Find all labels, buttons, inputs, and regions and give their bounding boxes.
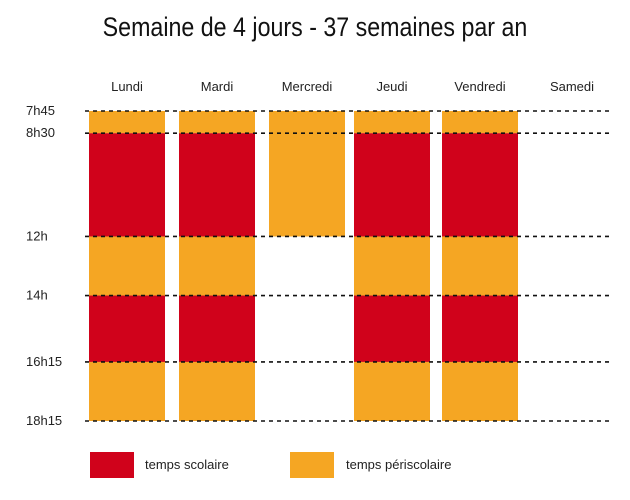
day-label-mardi: Mardi [201, 79, 234, 94]
legend-swatch-1 [290, 452, 334, 478]
legend-swatch-0 [90, 452, 134, 478]
bar-segment-periscolaire-vendredi-11 [442, 236, 518, 296]
bar-segment-scolaire-mardi-3 [179, 295, 255, 362]
day-labels: Lundi Mardi Mercredi Jeudi Vendredi Samedi [111, 79, 594, 94]
bar-segment-scolaire-lundi-0 [89, 133, 165, 237]
bar-segment-periscolaire-jeudi-8 [354, 236, 430, 296]
bar-segment-periscolaire-vendredi-12 [442, 361, 518, 421]
bar-segment-periscolaire-mardi-5 [179, 361, 255, 421]
bar-segment-scolaire-jeudi-4 [354, 133, 430, 237]
bar-segment-scolaire-jeudi-5 [354, 295, 430, 362]
day-label-vendredi: Vendredi [454, 79, 505, 94]
bar-segment-periscolaire-vendredi-10 [442, 111, 518, 134]
day-label-jeudi: Jeudi [376, 79, 407, 94]
bar-segment-scolaire-lundi-1 [89, 295, 165, 362]
bar-segment-scolaire-vendredi-7 [442, 295, 518, 362]
bar-segment-periscolaire-mardi-4 [179, 236, 255, 296]
bar-segment-periscolaire-lundi-1 [89, 236, 165, 296]
bars-group [89, 111, 518, 421]
bar-segment-periscolaire-jeudi-9 [354, 361, 430, 421]
bar-segment-periscolaire-mardi-3 [179, 111, 255, 134]
time-tick-label: 7h45 [26, 103, 55, 118]
time-tick-label: 16h15 [26, 354, 62, 369]
bar-segment-periscolaire-lundi-0 [89, 111, 165, 134]
bar-segment-scolaire-vendredi-6 [442, 133, 518, 237]
legend-label-1: temps périscolaire [346, 457, 452, 472]
time-tick-label: 8h30 [26, 125, 55, 140]
time-labels: 7h45 8h30 12h 14h 16h15 18h15 [26, 103, 62, 428]
legend: temps scolaire temps périscolaire [90, 452, 452, 478]
legend-label-0: temps scolaire [145, 457, 229, 472]
time-tick-label: 12h [26, 228, 48, 243]
bar-segment-periscolaire-lundi-2 [89, 361, 165, 421]
bar-segment-periscolaire-mercredi-6 [269, 111, 345, 237]
page-title: Semaine de 4 jours - 37 semaines par an [102, 12, 528, 42]
day-label-lundi: Lundi [111, 79, 143, 94]
day-label-samedi: Samedi [550, 79, 594, 94]
day-label-mercredi: Mercredi [282, 79, 333, 94]
time-tick-label: 18h15 [26, 413, 62, 428]
bar-segment-scolaire-mardi-2 [179, 133, 255, 237]
bar-segment-periscolaire-jeudi-7 [354, 111, 430, 134]
time-tick-label: 14h [26, 288, 48, 303]
